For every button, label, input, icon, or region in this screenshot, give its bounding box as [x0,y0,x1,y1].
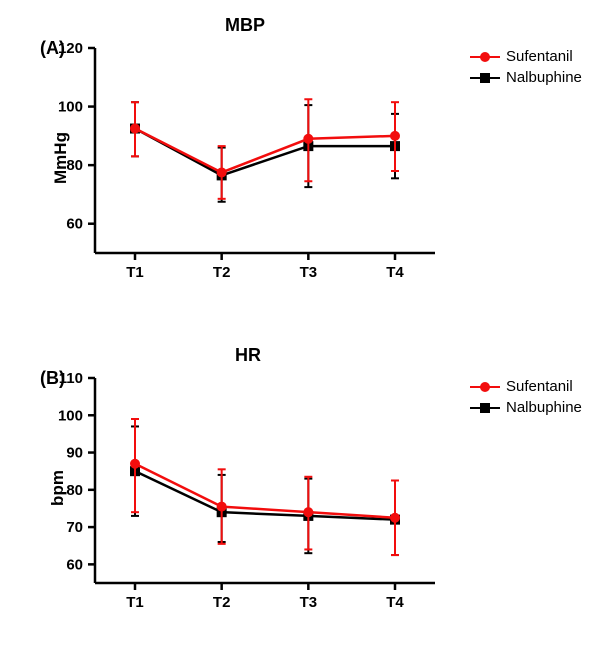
svg-text:T4: T4 [386,594,404,611]
legend-label-nalbuphine: Nalbuphine [506,69,582,86]
panel-b-ylabel: bpm [48,470,68,506]
legend-item-nalbuphine-b: Nalbuphine [470,399,582,416]
svg-text:60: 60 [66,556,83,573]
svg-text:T3: T3 [300,594,318,611]
panel-b-title: HR [235,345,261,366]
panel-a-chart: 6080100120T1T2T3T4 [95,48,435,288]
legend-item-nalbuphine: Nalbuphine [470,69,582,86]
svg-text:100: 100 [58,407,83,424]
svg-text:120: 120 [58,40,83,57]
legend-marker-sufentanil-b [470,380,500,394]
svg-text:80: 80 [66,482,83,499]
svg-text:T4: T4 [386,264,404,281]
legend-label-nalbuphine-b: Nalbuphine [506,399,582,416]
legend-label-sufentanil-b: Sufentanil [506,378,573,395]
legend-item-sufentanil-b: Sufentanil [470,378,582,395]
svg-text:90: 90 [66,445,83,462]
panel-b-legend: Sufentanil Nalbuphine [470,378,582,420]
panel-b-chart: 60708090100110T1T2T3T4 [95,378,435,618]
legend-item-sufentanil: Sufentanil [470,48,582,65]
svg-text:80: 80 [66,157,83,174]
svg-text:T2: T2 [213,594,231,611]
figure-container: (A) MBP MmHg 6080100120T1T2T3T4 Sufentan… [0,0,609,652]
legend-marker-nalbuphine [470,71,500,85]
panel-a-legend: Sufentanil Nalbuphine [470,48,582,90]
legend-marker-sufentanil [470,50,500,64]
legend-label-sufentanil: Sufentanil [506,48,573,65]
legend-marker-nalbuphine-b [470,401,500,415]
svg-text:T3: T3 [300,264,318,281]
svg-text:60: 60 [66,216,83,233]
svg-text:100: 100 [58,99,83,116]
svg-text:110: 110 [59,370,83,387]
svg-text:T2: T2 [213,264,231,281]
panel-a-title: MBP [225,15,265,36]
svg-text:70: 70 [66,519,83,536]
svg-text:T1: T1 [126,594,144,611]
svg-text:T1: T1 [126,264,144,281]
